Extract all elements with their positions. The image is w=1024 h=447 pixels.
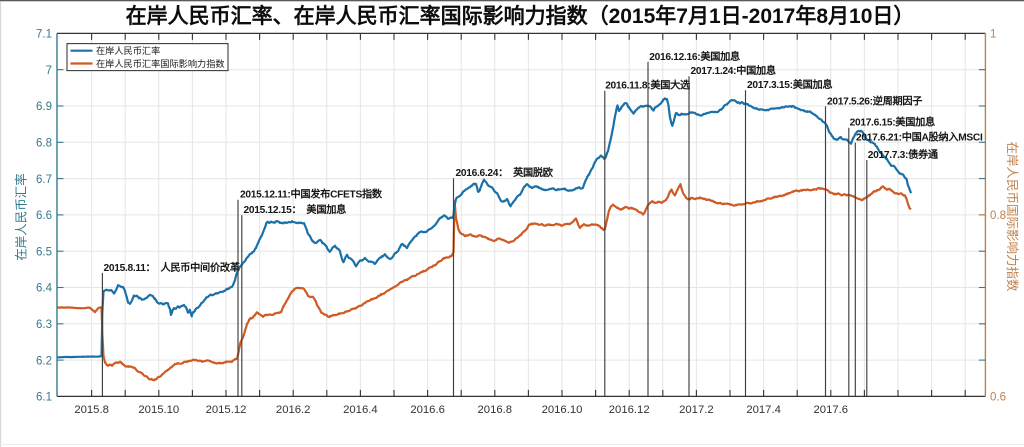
svg-text:6.5: 6.5 (36, 246, 52, 258)
svg-text:2017.6.21:中国A股纳入MSCI: 2017.6.21:中国A股纳入MSCI (856, 131, 983, 144)
svg-text:0.8: 0.8 (990, 210, 1006, 222)
svg-text:在岸人民币国际影响力指数: 在岸人民币国际影响力指数 (1005, 141, 1020, 292)
svg-text:2015.12: 2015.12 (206, 404, 247, 416)
svg-text:在岸人民币汇率、在岸人民币汇率国际影响力指数（2015年7月: 在岸人民币汇率、在岸人民币汇率国际影响力指数（2015年7月1日-2017年8月… (126, 4, 915, 28)
svg-text:6.2: 6.2 (36, 355, 52, 367)
svg-text:6.3: 6.3 (36, 319, 52, 331)
svg-text:在岸人民币汇率: 在岸人民币汇率 (96, 45, 160, 56)
svg-text:2017.2: 2017.2 (679, 404, 714, 416)
svg-text:在岸人民币汇率: 在岸人民币汇率 (14, 173, 29, 261)
svg-text:2016.6.24： 英国脱欧: 2016.6.24： 英国脱欧 (456, 166, 554, 179)
svg-text:2016.6: 2016.6 (410, 404, 445, 416)
svg-text:2016.11.8:美国大选: 2016.11.8:美国大选 (605, 79, 691, 92)
svg-text:2017.4: 2017.4 (746, 404, 781, 416)
svg-text:2016.10: 2016.10 (542, 404, 583, 416)
svg-text:6.1: 6.1 (36, 392, 52, 404)
svg-text:7.1: 7.1 (36, 29, 52, 41)
svg-text:7: 7 (46, 65, 52, 77)
svg-text:2017.1.24:中国加息: 2017.1.24:中国加息 (691, 64, 776, 77)
svg-text:6.7: 6.7 (36, 174, 52, 186)
svg-text:2017.6: 2017.6 (814, 404, 849, 416)
svg-text:6.6: 6.6 (36, 210, 52, 222)
svg-text:2016.12: 2016.12 (609, 404, 650, 416)
svg-text:1: 1 (990, 29, 996, 41)
svg-text:2016.8: 2016.8 (478, 404, 513, 416)
svg-text:2016.12.16:美国加息: 2016.12.16:美国加息 (649, 50, 740, 63)
svg-text:6.8: 6.8 (36, 138, 52, 150)
svg-text:2015.12.15： 美国加息: 2015.12.15： 美国加息 (244, 203, 347, 216)
svg-text:2017.7.3:债券通: 2017.7.3:债券通 (868, 148, 939, 161)
svg-text:2017.5.26:逆周期因子: 2017.5.26:逆周期因子 (827, 94, 922, 107)
svg-text:0.6: 0.6 (990, 392, 1006, 404)
svg-text:2016.4: 2016.4 (343, 404, 378, 416)
svg-text:2015.10: 2015.10 (138, 404, 179, 416)
svg-text:2015.8: 2015.8 (74, 404, 109, 416)
svg-text:6.4: 6.4 (36, 283, 53, 295)
svg-text:2017.6.15:美国加息: 2017.6.15:美国加息 (850, 116, 935, 129)
svg-text:6.9: 6.9 (36, 101, 52, 113)
svg-text:在岸人民币汇率国际影响力指数: 在岸人民币汇率国际影响力指数 (96, 58, 225, 69)
svg-text:2016.2: 2016.2 (276, 404, 311, 416)
svg-text:2017.3.15:美国加息: 2017.3.15:美国加息 (747, 78, 832, 91)
svg-text:2015.8.11： 人民币中间价改革: 2015.8.11： 人民币中间价改革 (104, 261, 240, 274)
svg-text:2015.12.11:中国发布CFETS指数: 2015.12.11:中国发布CFETS指数 (240, 188, 383, 201)
